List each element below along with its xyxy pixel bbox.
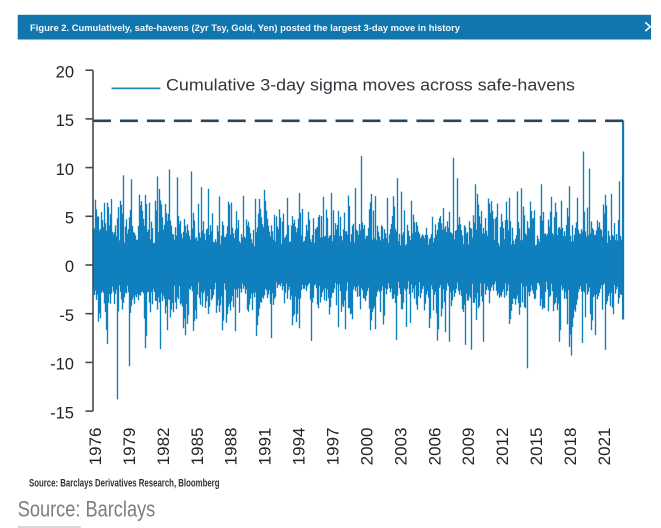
svg-text:2006: 2006 (425, 428, 444, 466)
svg-text:Cumulative 3-day sigma moves a: Cumulative 3-day sigma moves across safe… (166, 75, 575, 94)
svg-text:2000: 2000 (357, 428, 376, 466)
svg-text:20: 20 (56, 63, 74, 81)
svg-text:1976: 1976 (86, 428, 105, 466)
svg-text:2012: 2012 (493, 428, 512, 466)
svg-text:1982: 1982 (154, 428, 173, 466)
svg-text:1994: 1994 (290, 428, 309, 466)
svg-text:5: 5 (65, 210, 74, 228)
svg-text:15: 15 (56, 112, 74, 130)
svg-text:2009: 2009 (459, 428, 478, 466)
svg-text:-15: -15 (50, 404, 74, 422)
svg-text:1979: 1979 (120, 428, 139, 466)
svg-text:-10: -10 (50, 356, 74, 374)
svg-text:-5: -5 (59, 307, 74, 325)
svg-text:0: 0 (65, 258, 74, 276)
svg-text:Source: Barclays Derivatives R: Source: Barclays Derivatives Research, B… (29, 477, 220, 489)
svg-text:1985: 1985 (188, 428, 207, 466)
svg-text:1997: 1997 (324, 428, 343, 466)
svg-text:2003: 2003 (391, 428, 410, 466)
svg-text:2018: 2018 (561, 428, 580, 466)
svg-text:10: 10 (56, 161, 74, 179)
svg-text:2015: 2015 (527, 428, 546, 466)
svg-text:1991: 1991 (256, 428, 275, 466)
svg-text:Figure 2. Cumulatively, safe-h: Figure 2. Cumulatively, safe-havens (2yr… (30, 23, 461, 33)
svg-text:Source: Barclays: Source: Barclays (18, 497, 156, 522)
svg-text:1988: 1988 (222, 428, 241, 466)
svg-text:2021: 2021 (595, 428, 614, 466)
